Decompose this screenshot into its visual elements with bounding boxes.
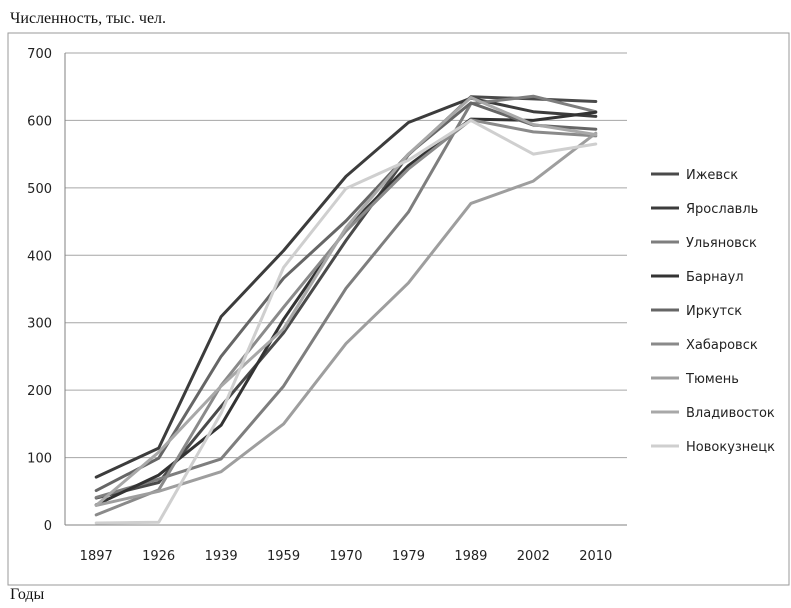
y-tick-label: 400 (27, 249, 52, 264)
series-line-9 (94, 118, 598, 525)
legend-label: Новокузнецк (686, 440, 775, 455)
y-axis-title: Численность, тыс. чел. (10, 10, 167, 27)
legend-label: Ижевск (686, 168, 738, 183)
y-tick-label: 0 (44, 519, 52, 534)
series-line-3 (94, 94, 598, 499)
series-line-5 (94, 101, 598, 493)
x-tick-label: 1989 (454, 549, 487, 564)
y-tick-label: 700 (27, 47, 52, 62)
series-line-2 (94, 96, 598, 479)
x-tick-label: 1979 (392, 549, 425, 564)
legend-label: Тюмень (685, 372, 739, 387)
series-line-8 (94, 96, 598, 507)
x-tick-label: 1897 (80, 549, 113, 564)
legend-label: Ульяновск (686, 236, 757, 251)
x-tick-labels: 1897 1926 1939 1959 1970 1979 1989 2002 2010 (80, 549, 613, 564)
x-axis-title: Годы (10, 586, 45, 603)
legend-label: Владивосток (686, 406, 775, 421)
legend-label: Иркутск (686, 304, 742, 319)
x-tick-label: 1939 (205, 549, 238, 564)
series-lines (94, 94, 598, 525)
x-tick-label: 1970 (329, 549, 362, 564)
y-tick-label: 200 (27, 384, 52, 399)
legend: Ижевск Ярославль Ульяновск Барнаул Иркутск Ха… (651, 168, 775, 455)
x-tick-label: 2002 (517, 549, 550, 564)
y-tick-label: 300 (27, 317, 52, 332)
x-tick-label: 1959 (267, 549, 300, 564)
y-tick-labels: 0 100 200 300 400 500 600 700 (27, 47, 52, 534)
legend-label: Хабаровск (686, 338, 758, 353)
y-tick-label: 100 (27, 452, 52, 467)
series-line-6 (94, 118, 598, 517)
legend-label: Ярославль (686, 202, 758, 217)
y-tick-label: 500 (27, 182, 52, 197)
x-tick-label: 1926 (142, 549, 175, 564)
legend-label: Барнаул (686, 270, 744, 285)
y-tick-label: 600 (27, 114, 52, 129)
x-tick-label: 2010 (579, 549, 612, 564)
